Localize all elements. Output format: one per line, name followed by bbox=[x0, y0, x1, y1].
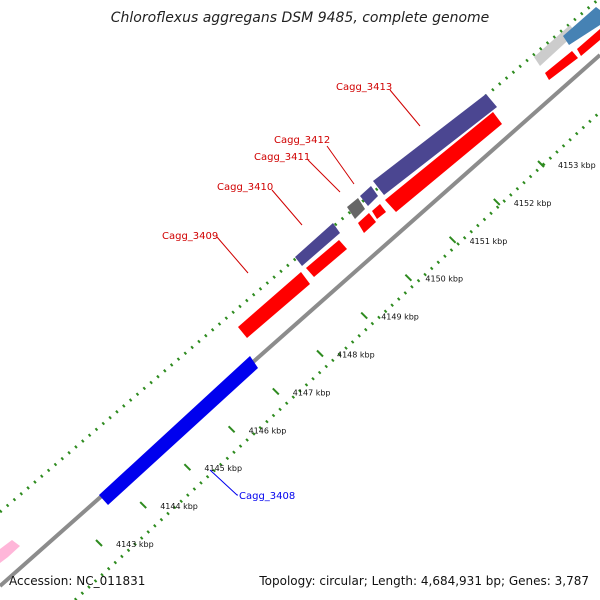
topology-label: Topology: circular; Length: 4,684,931 bp… bbox=[259, 574, 589, 588]
neighbor-gene-red-top-b[interactable] bbox=[577, 29, 600, 56]
scale-tick-label: 4153 kbp bbox=[558, 161, 596, 170]
leader-cagg-3409 bbox=[216, 236, 249, 274]
scale-tick-label: 4145 kbp bbox=[204, 464, 242, 473]
scale-tick-group: 4143 kbp 4144 kbp 4145 kbp 4146 kbp 4147 kbp… bbox=[95, 160, 596, 549]
scale-tick-mark bbox=[272, 387, 280, 396]
accession-label: Accession: NC_011831 bbox=[9, 574, 146, 588]
scale-tick-label: 4148 kbp bbox=[337, 351, 375, 360]
scale-tick-label: 4149 kbp bbox=[381, 313, 419, 322]
scale-tick-mark bbox=[183, 463, 192, 471]
map-title: Chloroflexus aggregans DSM 9485, complet… bbox=[111, 10, 490, 26]
scale-tick-label: 4152 kbp bbox=[514, 199, 552, 208]
leader-cagg-3412 bbox=[326, 145, 355, 185]
scale-tick-label: 4143 kbp bbox=[116, 540, 154, 549]
gene-red-small-a[interactable] bbox=[372, 204, 386, 219]
leader-cagg-3411 bbox=[307, 159, 341, 193]
scale-tick-mark bbox=[316, 349, 324, 358]
scale-tick-mark bbox=[493, 198, 501, 206]
scale-tick-mark bbox=[360, 311, 368, 320]
label-cagg-3408[interactable]: Cagg_3408 bbox=[239, 491, 295, 502]
scale-tick-mark bbox=[227, 425, 236, 434]
leader-cagg-3413 bbox=[389, 89, 421, 127]
gene-cagg-3408[interactable] bbox=[99, 356, 258, 505]
neighbor-gene-red-top-a[interactable] bbox=[545, 51, 578, 80]
label-cagg-3412[interactable]: Cagg_3412 bbox=[274, 135, 330, 146]
label-cagg-3413[interactable]: Cagg_3413 bbox=[336, 82, 392, 93]
label-cagg-3411[interactable]: Cagg_3411 bbox=[254, 152, 310, 163]
genome-backbone bbox=[0, 53, 600, 588]
gene-cagg-3413[interactable] bbox=[373, 94, 497, 195]
outer-dotted-ring bbox=[0, 0, 600, 514]
leader-cagg-3408 bbox=[209, 469, 238, 496]
gene-red-small-b[interactable] bbox=[358, 213, 376, 233]
gene-red-large-upper[interactable] bbox=[385, 112, 502, 212]
scale-tick-label: 4151 kbp bbox=[470, 237, 508, 246]
leader-cagg-3410 bbox=[271, 189, 303, 226]
label-cagg-3410[interactable]: Cagg_3410 bbox=[217, 182, 273, 193]
gene-cagg-3412[interactable] bbox=[360, 186, 378, 206]
gene-red-mid[interactable] bbox=[306, 240, 347, 277]
label-cagg-3409[interactable]: Cagg_3409 bbox=[162, 231, 218, 242]
scale-tick-mark bbox=[95, 539, 103, 547]
neighbor-gene-blue[interactable] bbox=[563, 7, 600, 45]
scale-tick-label: 4144 kbp bbox=[160, 502, 198, 511]
scale-tick-label: 4147 kbp bbox=[293, 388, 331, 397]
scale-tick-mark bbox=[537, 160, 545, 168]
scale-tick-label: 4146 kbp bbox=[249, 426, 287, 435]
gene-cagg-3411[interactable] bbox=[347, 198, 365, 219]
scale-tick-mark bbox=[139, 501, 147, 509]
gene-cagg-3409[interactable] bbox=[238, 272, 310, 338]
scale-tick-label: 4150 kbp bbox=[425, 275, 463, 284]
neighbor-gene-pink[interactable] bbox=[0, 540, 20, 563]
scale-tick-mark bbox=[448, 236, 457, 244]
scale-tick-mark bbox=[404, 273, 413, 282]
gene-cagg-3410[interactable] bbox=[295, 223, 340, 266]
